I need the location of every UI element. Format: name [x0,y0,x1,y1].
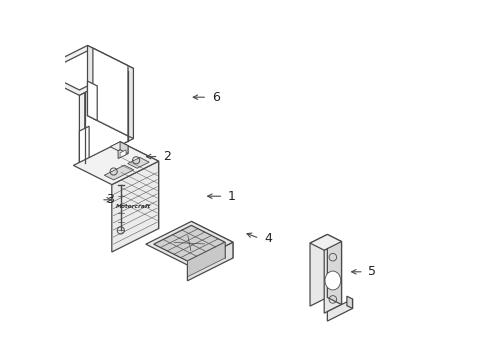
Polygon shape [310,234,342,250]
Polygon shape [88,45,133,139]
Polygon shape [79,68,133,166]
Text: 3: 3 [106,193,114,206]
Polygon shape [347,296,352,309]
Text: 5: 5 [368,265,376,278]
Polygon shape [187,242,225,277]
Ellipse shape [325,271,341,290]
Text: 1: 1 [228,190,236,203]
Polygon shape [128,157,149,168]
Polygon shape [192,221,233,258]
Polygon shape [154,225,225,261]
Polygon shape [112,161,159,252]
Text: 6: 6 [212,91,220,104]
Polygon shape [187,242,233,281]
Polygon shape [324,242,342,313]
Polygon shape [104,165,134,180]
Polygon shape [79,126,89,166]
Text: Motorcraft: Motorcraft [116,204,151,209]
Polygon shape [120,142,128,154]
Polygon shape [33,70,39,143]
Polygon shape [120,142,159,229]
Polygon shape [88,81,97,121]
Polygon shape [310,234,327,306]
Polygon shape [85,71,128,163]
Polygon shape [74,142,159,185]
Polygon shape [120,150,126,158]
Polygon shape [146,221,233,265]
Polygon shape [93,48,128,136]
Text: 4: 4 [264,232,272,245]
Polygon shape [327,234,342,305]
Polygon shape [327,299,352,321]
Polygon shape [118,146,128,158]
Polygon shape [33,45,133,95]
Polygon shape [110,142,128,150]
Polygon shape [44,51,122,90]
Text: 2: 2 [163,150,171,163]
